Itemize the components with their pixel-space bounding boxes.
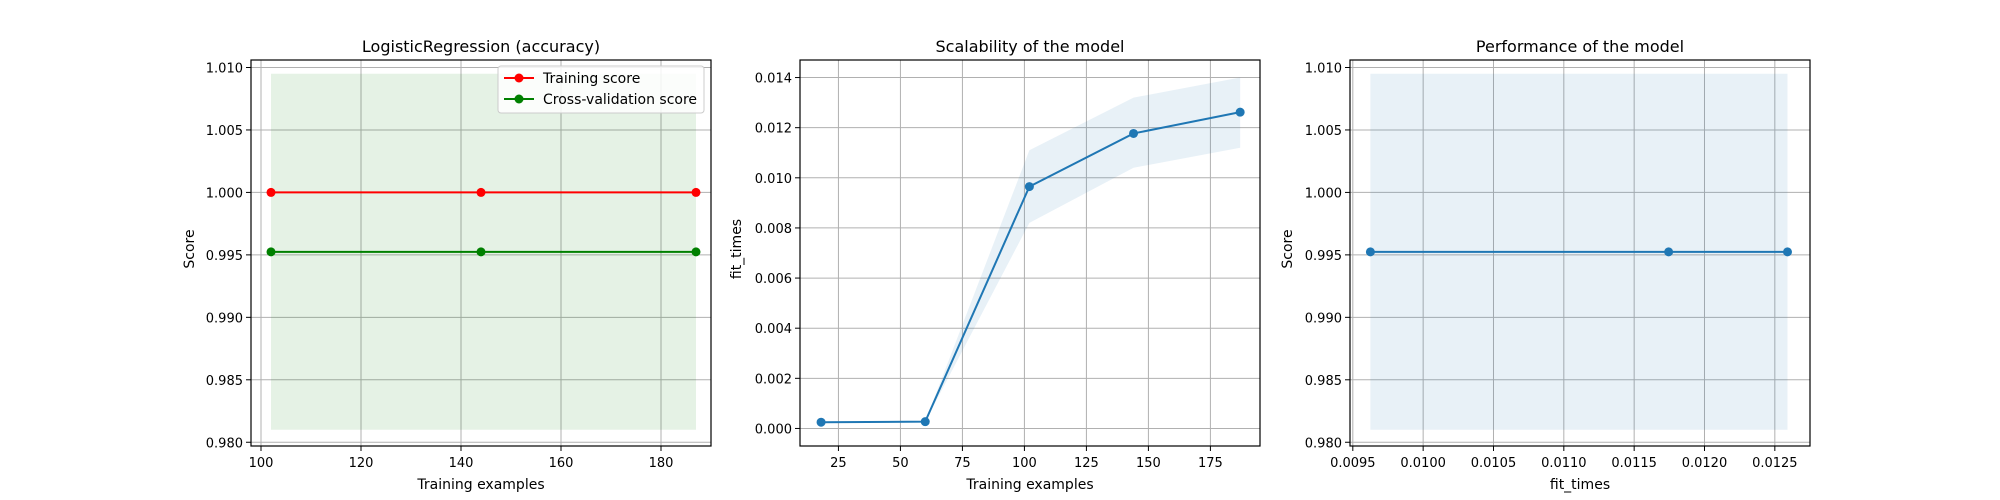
scalability-panel: Scalability of the model Training exampl… [729,37,1261,493]
legend-marker-training [514,73,524,83]
legend-label-cv: Cross-validation score [543,92,697,108]
axes-frame [250,59,712,447]
x-tick-label: 0.0105 [1471,456,1517,471]
y-tick-label: 0.000 [755,422,792,437]
y-tick-label: 1.010 [1305,61,1342,76]
y-tick-label: 1.010 [206,61,243,76]
y-tick-label: 0.980 [206,436,243,451]
data-point [476,247,486,257]
y-tick-label: 0.995 [1305,249,1342,264]
data-point [266,187,276,197]
y-axis-label: Score [182,229,198,268]
y-tick-label: 1.005 [206,124,243,139]
x-tick-label: 100 [249,456,274,471]
data-point [266,247,276,257]
legend: Training score Cross-validation score [497,65,705,114]
x-axis-label: Training examples [416,477,544,493]
x-tick-label: 180 [649,456,674,471]
x-tick-label: 150 [1136,456,1161,471]
x-tick-label: 100 [1012,456,1037,471]
x-tick-label: 125 [1074,456,1099,471]
x-tick-label: 175 [1198,456,1223,471]
x-tick-label: 140 [449,456,474,471]
plot-area [800,60,1260,446]
x-axis-label: Training examples [965,477,1093,493]
x-axis-label: fit_times [1550,477,1610,493]
data-point [476,187,486,197]
y-tick-label: 0.014 [755,72,792,87]
data-point [691,187,701,197]
x-tick-label: 75 [954,456,971,471]
data-point [816,417,826,427]
y-tick-label: 0.008 [755,222,792,237]
data-point [920,417,930,427]
data-point [1782,247,1792,257]
axes-frame [799,59,1261,447]
data-point [691,247,701,257]
data-point [1235,107,1245,117]
x-tick-label: 0.0120 [1682,456,1728,471]
legend-box [497,65,705,114]
y-tick-label: 0.980 [1305,436,1342,451]
y-tick-label: 0.990 [206,311,243,326]
y-tick-label: 0.995 [206,249,243,264]
y-tick-label: 0.002 [755,372,792,387]
y-tick-label: 1.005 [1305,124,1342,139]
y-tick-label: 0.990 [1305,311,1342,326]
y-tick-label: 0.985 [1305,374,1342,389]
y-tick-label: 0.010 [755,172,792,187]
data-point [1024,182,1034,192]
x-tick-label: 25 [830,456,847,471]
y-tick-label: 0.012 [755,122,792,137]
chart-title: Performance of the model [1476,37,1684,56]
confidence-band [821,77,1241,423]
data-point [1664,247,1674,257]
axes-frame [1349,59,1811,447]
x-tick-label: 120 [349,456,374,471]
plot-area [251,60,711,446]
x-tick-label: 160 [549,456,574,471]
legend-label-training: Training score [542,71,640,87]
y-tick-label: 0.006 [755,272,792,287]
data-point [1365,247,1375,257]
performance-panel: Performance of the model fit_times Score… [1280,37,1811,493]
y-tick-label: 0.004 [755,322,792,337]
x-tick-label: 0.0110 [1541,456,1587,471]
x-tick-label: 0.0125 [1752,456,1798,471]
y-tick-label: 1.000 [1305,186,1342,201]
chart-title: LogisticRegression (accuracy) [362,37,600,56]
x-tick-label: 0.0095 [1330,456,1376,471]
learning-curve-panel: LogisticRegression (accuracy) Training e… [182,37,712,493]
y-tick-label: 0.985 [206,374,243,389]
x-tick-label: 0.0100 [1400,456,1446,471]
x-tick-label: 50 [892,456,909,471]
plot-area [1350,60,1810,446]
y-axis-label: Score [1280,229,1296,268]
legend-marker-cv [514,94,524,104]
data-point [1129,128,1139,138]
y-axis-label: fit_times [729,219,745,279]
y-tick-label: 1.000 [206,186,243,201]
chart-title: Scalability of the model [936,37,1125,56]
x-tick-label: 0.0115 [1611,456,1657,471]
